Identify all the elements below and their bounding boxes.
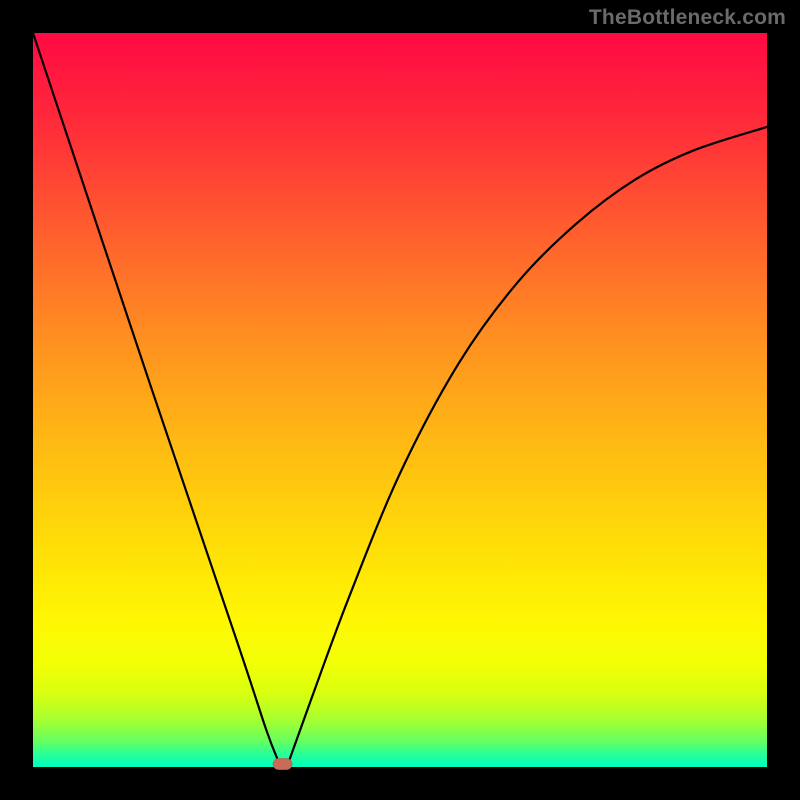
chart-svg — [0, 0, 800, 800]
chart-container: { "watermark": { "text": "TheBottleneck.… — [0, 0, 800, 800]
plot-background — [33, 33, 767, 767]
watermark-text: TheBottleneck.com — [589, 6, 786, 30]
minimum-marker — [273, 759, 292, 770]
